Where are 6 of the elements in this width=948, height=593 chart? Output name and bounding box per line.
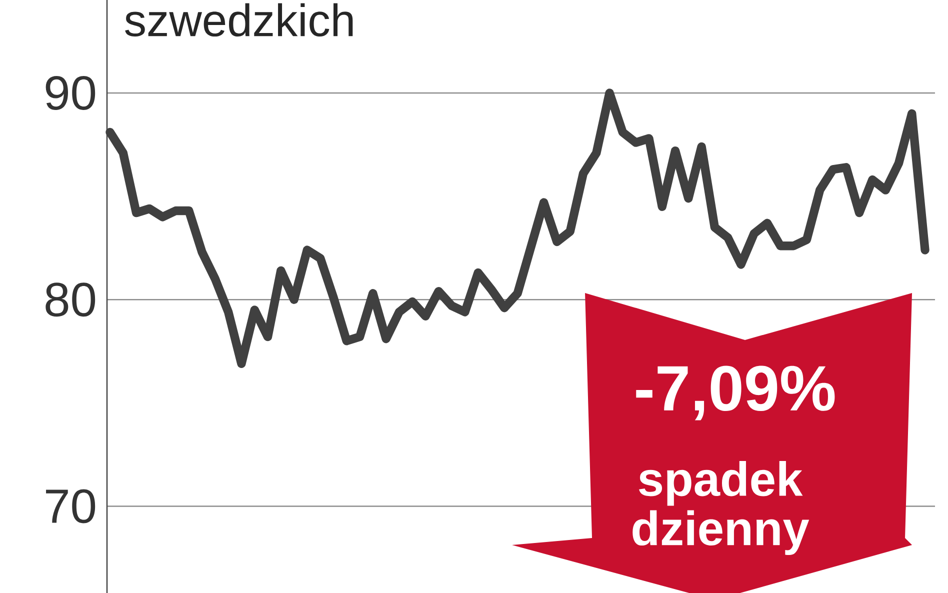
annotation: -7,09% [636,366,835,420]
y-tick-label: 70 [46,489,96,524]
annotation: spadek dzienny [632,460,810,556]
chart-title: szwedzkich [125,3,353,37]
y-tick-label: 80 [46,282,96,317]
y-tick-label: 90 [46,76,96,110]
